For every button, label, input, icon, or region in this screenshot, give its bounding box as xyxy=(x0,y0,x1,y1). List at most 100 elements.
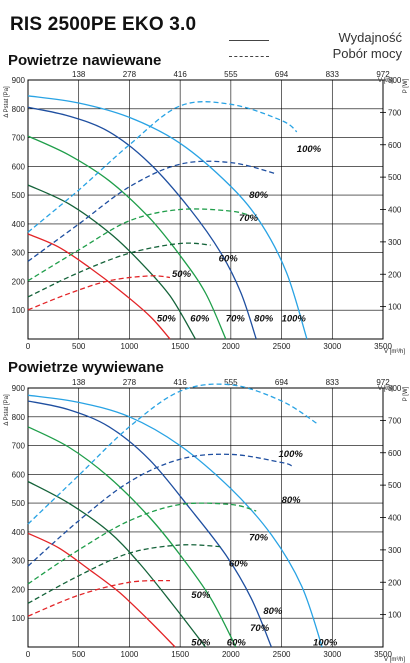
curve-label: 50% xyxy=(172,269,192,280)
y-tick-label: 800 xyxy=(12,105,26,114)
curve-label: 100% xyxy=(313,638,338,649)
x2-tick-label: 972 xyxy=(376,378,390,387)
x2-axis-label: V [l/s] xyxy=(378,78,393,84)
curve-label: 60% xyxy=(229,558,249,569)
curve-label: 50% xyxy=(191,638,211,649)
x-tick-label: 1500 xyxy=(171,342,189,351)
y2-tick-label: 700 xyxy=(388,416,402,425)
curve-power-100pct xyxy=(27,383,318,525)
curve-label: 60% xyxy=(227,638,247,649)
y-tick-label: 500 xyxy=(12,191,26,200)
x2-tick-label: 972 xyxy=(376,70,390,79)
y-axis-label: Δ Pstat [Pa] xyxy=(4,86,10,118)
x2-tick-label: 138 xyxy=(72,70,86,79)
y2-tick-label: 800 xyxy=(388,384,402,393)
curve-pressure-50pct xyxy=(27,233,171,340)
y2-tick-label: 700 xyxy=(388,108,402,117)
x2-tick-label: 555 xyxy=(224,378,238,387)
x-tick-label: 2000 xyxy=(222,342,240,351)
curve-label: 60% xyxy=(190,314,210,325)
curve-label: 80% xyxy=(254,314,274,325)
curve-pressure-50pct xyxy=(27,532,176,648)
curve-label: 80% xyxy=(249,190,269,201)
supply-air-chart: 0 500 1000 1500 2000 2500 3000 3500 138 278 416 555… xyxy=(4,70,409,355)
legend-solid-label: Wydajność xyxy=(338,30,402,45)
chart-title: RIS 2500PE EKO 3.0 xyxy=(10,14,197,35)
x2-tick-label: 416 xyxy=(173,378,187,387)
curve-pressure-70pct xyxy=(27,135,227,340)
y2-tick-label: 800 xyxy=(388,76,402,85)
curve-power-60pct xyxy=(27,544,221,604)
y-tick-label: 200 xyxy=(12,277,26,286)
x2-tick-label: 833 xyxy=(326,378,340,387)
curve-label: 80% xyxy=(282,495,302,506)
y-tick-label: 600 xyxy=(12,470,26,479)
y2-tick-label: 600 xyxy=(388,141,402,150)
y2-axis-label: P [W] xyxy=(403,78,409,93)
y-tick-label: 300 xyxy=(12,557,26,566)
y2-tick-label: 100 xyxy=(388,303,402,312)
x-tick-label: 1000 xyxy=(121,650,139,659)
curve-label: 50% xyxy=(191,590,211,601)
x-tick-label: 1000 xyxy=(121,342,139,351)
curve-label: 100% xyxy=(282,314,307,325)
y2-tick-label: 400 xyxy=(388,514,402,523)
curve-label: 70% xyxy=(239,213,259,224)
x-tick-label: 1500 xyxy=(171,650,189,659)
y-tick-label: 900 xyxy=(12,384,26,393)
curve-label: 70% xyxy=(249,533,269,544)
x2-tick-label: 416 xyxy=(173,70,187,79)
y-tick-label: 300 xyxy=(12,249,26,258)
x2-tick-label: 278 xyxy=(123,70,137,79)
x-tick-label: 2500 xyxy=(273,650,291,659)
curve-label: 80% xyxy=(263,606,283,617)
y-axis-label: Δ Pstat [Pa] xyxy=(4,394,10,426)
y2-tick-label: 300 xyxy=(388,238,402,247)
x2-tick-label: 278 xyxy=(123,378,137,387)
curve-power-70pct xyxy=(27,208,252,282)
curve-pressure-100pct xyxy=(27,95,308,340)
y-tick-label: 600 xyxy=(12,162,26,171)
y2-tick-label: 300 xyxy=(388,546,402,555)
y-tick-label: 100 xyxy=(12,306,26,315)
curve-pressure-60pct xyxy=(27,184,196,340)
x-tick-label: 0 xyxy=(26,342,31,351)
curve-label: 70% xyxy=(226,314,246,325)
x-axis-label: V [m³/h] xyxy=(384,349,405,355)
curve-power-80pct xyxy=(27,160,277,262)
legend-dashed-line xyxy=(229,56,269,57)
x2-tick-label: 833 xyxy=(326,70,340,79)
x2-tick-label: 555 xyxy=(224,70,238,79)
curve-label: 70% xyxy=(250,623,270,634)
x2-axis-label: V [l/s] xyxy=(378,386,393,392)
x-tick-label: 2000 xyxy=(222,650,240,659)
y-tick-label: 400 xyxy=(12,220,26,229)
curve-power-100pct xyxy=(27,101,298,233)
y-tick-label: 200 xyxy=(12,585,26,594)
x-tick-label: 0 xyxy=(26,650,31,659)
x2-tick-label: 694 xyxy=(275,378,289,387)
plot-frame xyxy=(27,387,384,648)
curve-pressure-80pct xyxy=(27,106,257,340)
x-tick-label: 500 xyxy=(72,342,86,351)
y2-tick-label: 100 xyxy=(388,611,402,620)
y-tick-label: 700 xyxy=(12,134,26,143)
y-tick-label: 400 xyxy=(12,528,26,537)
y-tick-label: 700 xyxy=(12,442,26,451)
x-tick-label: 2500 xyxy=(273,342,291,351)
y-tick-label: 900 xyxy=(12,76,26,85)
curve-pressure-70pct xyxy=(27,426,237,648)
curve-label: 50% xyxy=(157,314,177,325)
y2-tick-label: 200 xyxy=(388,578,402,587)
curve-power-50pct xyxy=(27,579,171,617)
x2-tick-label: 138 xyxy=(72,378,86,387)
x-tick-label: 3500 xyxy=(374,650,392,659)
curve-label: 100% xyxy=(297,144,322,155)
curve-power-80pct xyxy=(27,453,292,567)
y2-tick-label: 600 xyxy=(388,449,402,458)
curve-pressure-100pct xyxy=(27,394,323,648)
y-tick-label: 100 xyxy=(12,614,26,623)
x-tick-label: 3000 xyxy=(323,342,341,351)
y2-tick-label: 500 xyxy=(388,173,402,182)
curve-power-70pct xyxy=(27,502,257,585)
